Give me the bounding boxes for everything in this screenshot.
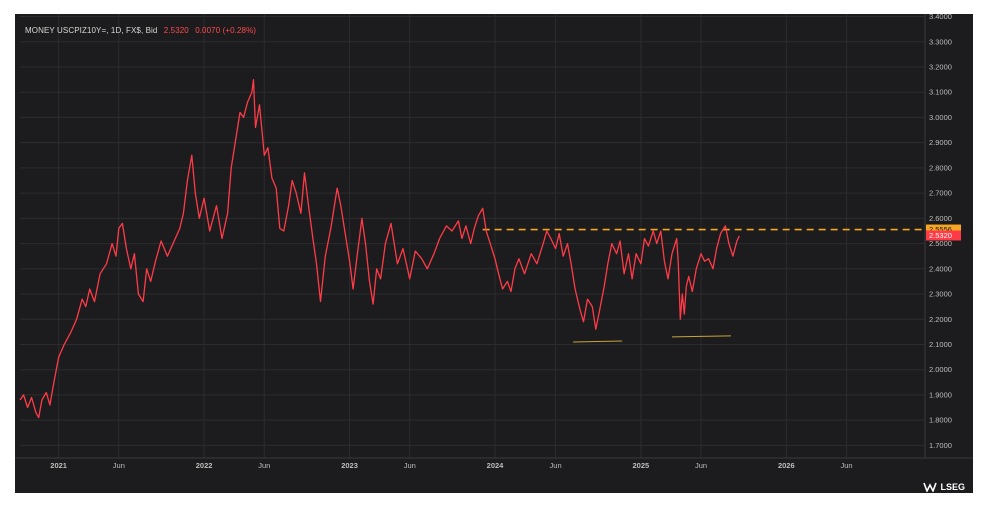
bid-price: 2.5320: [163, 26, 189, 35]
last-price-badge-bg: [926, 230, 961, 241]
annotation-lines: [482, 228, 925, 343]
y-tick-label: 1.7000: [929, 441, 952, 450]
price-line: [19, 78, 740, 419]
price-chart[interactable]: 2021 Jun 2022 Jun 2023 Jun 2024 Jun 2025 Jun 2026 J…: [15, 14, 973, 493]
x-tick-label: Jun: [404, 461, 416, 470]
x-axis: 2021 Jun 2022 Jun 2023 Jun 2024 Jun 2025 Jun 2026 J…: [15, 14, 973, 470]
y-tick-label: 2.1000: [929, 340, 952, 349]
y-tick-label: 2.4000: [929, 264, 952, 273]
logo-text: LSEG: [940, 482, 965, 492]
x-tick-label: Jun: [113, 461, 125, 470]
chart-panel: 2021 Jun 2022 Jun 2023 Jun 2024 Jun 2025 Jun 2026 J…: [15, 14, 973, 493]
y-axis: 1.7000 1.8000 1.9000 2.0000 2.1000 2.2000 2.30…: [929, 14, 952, 450]
reference-value-badge: 2.5556: [929, 225, 952, 234]
y-tick-label: 2.0000: [929, 365, 952, 374]
x-tick-label: 2026: [778, 461, 795, 470]
lseg-mark-icon: [923, 482, 938, 492]
grid-lines: [20, 14, 925, 458]
x-tick-label: 2024: [487, 461, 505, 470]
y-tick-label: 2.7000: [929, 189, 952, 198]
x-tick-label: 2023: [341, 461, 358, 470]
x-tick-label: 2021: [50, 461, 67, 470]
y-tick-label: 2.6000: [929, 214, 952, 223]
lseg-logo: LSEG: [923, 481, 965, 493]
x-tick-label: Jun: [695, 461, 707, 470]
x-tick-label: Jun: [840, 461, 852, 470]
y-tick-label: 3.2000: [929, 62, 952, 71]
y-tick-label: 2.2000: [929, 315, 952, 324]
instrument-symbol: MONEY USCPIZ10Y=, 1D, FX$, Bid: [25, 26, 158, 35]
last-price-badge: 2.5320: [929, 231, 952, 240]
x-tick-label: 2022: [196, 461, 213, 470]
y-tick-label: 3.0000: [929, 113, 952, 122]
y-tick-label: 1.8000: [929, 416, 952, 425]
y-tick-label: 3.3000: [929, 37, 952, 46]
y-tick-label: 1.9000: [929, 390, 952, 399]
y-tick-label: 2.8000: [929, 163, 952, 172]
support-line: [573, 340, 623, 343]
instrument-header: MONEY USCPIZ10Y=, 1D, FX$, Bid 2.5320 0.…: [25, 26, 256, 35]
reference-value-badge-bg: [926, 224, 961, 235]
x-tick-label: Jun: [258, 461, 270, 470]
y-tick-label: 2.3000: [929, 290, 952, 299]
y-tick-label: 3.4000: [929, 14, 952, 21]
y-tick-label: 2.5000: [929, 239, 952, 248]
price-series: [19, 78, 740, 419]
y-tick-label: 2.9000: [929, 138, 952, 147]
x-tick-label: Jun: [550, 461, 562, 470]
x-tick-label: 2025: [633, 461, 650, 470]
price-change: 0.0070 (+0.28%): [195, 26, 257, 35]
y-tick-label: 3.1000: [929, 88, 952, 97]
support-line: [671, 335, 731, 338]
